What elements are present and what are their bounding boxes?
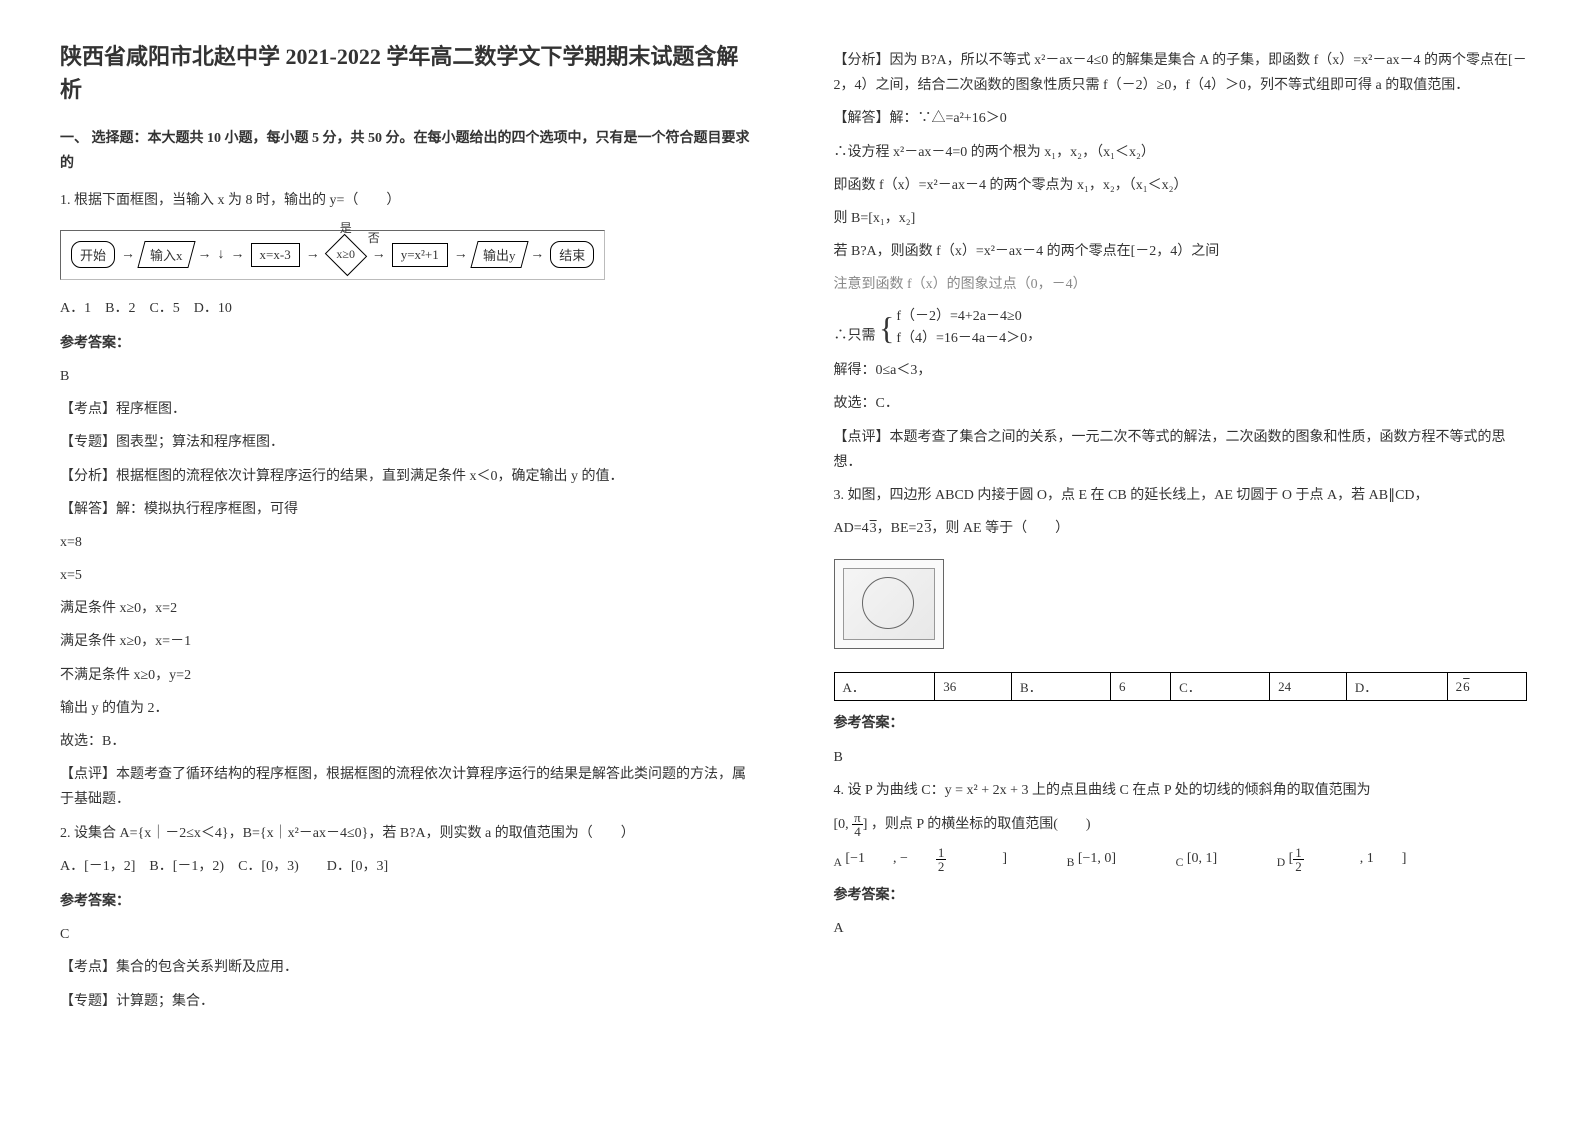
q4-stem-b: [0, π4] ，则点 P 的横坐标的取值范围( ): [834, 811, 1528, 838]
opt-cell: 6: [1111, 673, 1171, 701]
q1-an-6: 满足条件 x≥0，x=2: [60, 596, 754, 621]
no-wrap: 否 →: [372, 247, 386, 263]
arrow-icon: →: [530, 247, 544, 263]
q1-an-11: 【点评】本题考查了循环结构的程序框图，根据框图的流程依次计算程序运行的结果是解答…: [60, 762, 754, 812]
q1-an-5: x=5: [60, 563, 754, 588]
frac-pi-4: π4: [852, 811, 863, 838]
q2-anr-5: 若 B?A，则函数 f（x）=x²－ax－4 的两个零点在[－2，4）之间: [834, 239, 1528, 264]
arrow-down-icon: ↓: [218, 247, 225, 263]
right-column: 【分析】因为 B?A，所以不等式 x²－ax－4≤0 的解集是集合 A 的子集，…: [834, 40, 1528, 1022]
q2-after-2: 【点评】本题考查了集合之间的关系，一元二次不等式的解法，二次函数的图象和性质，函…: [834, 425, 1528, 475]
q2-anl-0: 【考点】集合的包含关系判断及应用．: [60, 955, 754, 980]
page-title: 陕西省咸阳市北赵中学 2021-2022 学年高二数学文下学期期末试题含解析: [60, 40, 754, 106]
q4-options: A [−1, −12] B [−1, 0] C [0, 1] D [12, 1]: [834, 846, 1528, 873]
q4-stem-after: ，则点 P 的横坐标的取值范围( ): [871, 817, 1091, 832]
page: 陕西省咸阳市北赵中学 2021-2022 学年高二数学文下学期期末试题含解析 一…: [60, 40, 1527, 1022]
q2-anr-1: 【解答】解：∵△=a²+16＞0: [834, 106, 1528, 131]
brace-icon: {: [879, 312, 894, 344]
opt-cell: 36: [935, 673, 1012, 701]
left-column: 陕西省咸阳市北赵中学 2021-2022 学年高二数学文下学期期末试题含解析 一…: [60, 40, 754, 1022]
q1-an-10: 故选：B．: [60, 729, 754, 754]
flow-assign: x=x-3: [251, 243, 300, 267]
opt-cell: 26: [1447, 673, 1526, 701]
q2-anr-6: 注意到函数 f（x）的图象过点（0，－4）: [834, 272, 1528, 297]
table-row: A． 36 B． 6 C． 24 D． 26: [834, 673, 1527, 701]
flow-input: 输入x: [137, 241, 195, 268]
q1-an-0: 【考点】程序框图．: [60, 397, 754, 422]
brace-content: f（－2）=4+2a－4≥0 f（4）=16－4a－4＞0: [896, 306, 1027, 351]
opt-a: A [−1, −12]: [834, 851, 1039, 866]
q2-anl-1: 【专题】计算题；集合．: [60, 989, 754, 1014]
interval-low: 0: [838, 812, 845, 837]
q3-answer: B: [834, 745, 1528, 770]
q1-an-9: 输出 y 的值为 2．: [60, 696, 754, 721]
q1-an-7: 满足条件 x≥0，x=－1: [60, 629, 754, 654]
q1-options: A．1 B．2 C．5 D．10: [60, 296, 754, 321]
brace-block: { f（－2）=4+2a－4≥0 f（4）=16－4a－4＞0: [879, 306, 1027, 351]
circle-diagram-icon: [843, 568, 935, 640]
q1-an-4: x=8: [60, 530, 754, 555]
answer-label: 参考答案：: [834, 883, 1528, 908]
q2-anr-3: 即函数 f（x）=x²－ax－4 的两个零点为 x₁，x₂，（x₁＜x₂）: [834, 173, 1528, 198]
opt-b: B [−1, 0]: [1067, 851, 1145, 866]
q1-an-2: 【分析】根据框图的流程依次计算程序运行的结果，直到满足条件 x＜0，确定输出 y…: [60, 464, 754, 489]
opt-cell: D．: [1346, 673, 1447, 701]
flow-end: 结束: [550, 241, 594, 268]
flow-output: 输出y: [470, 241, 528, 268]
q1-an-8: 不满足条件 x≥0，y=2: [60, 663, 754, 688]
answer-label: 参考答案：: [834, 711, 1528, 736]
q1-an-1: 【专题】图表型；算法和程序框图．: [60, 430, 754, 455]
arrow-icon: →: [306, 247, 320, 263]
interval: [0, π4]: [834, 811, 868, 838]
opt-cell: A．: [834, 673, 935, 701]
q3-diagram: [834, 559, 944, 649]
q1-answer: B: [60, 364, 754, 389]
frac-num: π: [852, 811, 863, 825]
flow-calc: y=x²+1: [392, 243, 448, 267]
q2-anr-4: 则 B=[x₁，x₂]: [834, 206, 1528, 231]
flow-cond: x≥0: [326, 237, 366, 273]
q1-an-3: 【解答】解：模拟执行程序框图，可得: [60, 497, 754, 522]
no-label: 否: [368, 229, 380, 246]
arrow-icon: →: [454, 247, 468, 263]
answer-label: 参考答案：: [60, 331, 754, 356]
q3-option-table: A． 36 B． 6 C． 24 D． 26: [834, 672, 1528, 701]
opt-cell: C．: [1171, 673, 1270, 701]
q2-after-0: 解得：0≤a＜3，: [834, 358, 1528, 383]
q2-after-1: 故选：C．: [834, 391, 1528, 416]
arrow-icon: →: [231, 247, 245, 263]
arrow-icon: →: [198, 247, 212, 263]
opt-d: D [12, 1]: [1277, 851, 1435, 866]
q4-stem-a: 4. 设 P 为曲线 C：y = x² + 2x + 3 上的点且曲线 C 在点…: [834, 778, 1528, 803]
brace-prefix: ∴只需: [834, 328, 876, 343]
section-heading: 一、 选择题：本大题共 10 小题，每小题 5 分，共 50 分。在每小题给出的…: [60, 126, 754, 176]
q2-anr-0: 【分析】因为 B?A，所以不等式 x²－ax－4≤0 的解集是集合 A 的子集，…: [834, 48, 1528, 98]
arrow-icon: →: [121, 247, 135, 263]
q3-stem-a: 3. 如图，四边形 ABCD 内接于圆 O，点 E 在 CB 的延长线上，AE …: [834, 483, 1528, 508]
q1-stem: 1. 根据下面框图，当输入 x 为 8 时，输出的 y=（ ）: [60, 188, 754, 213]
yes-label: 是: [340, 219, 352, 236]
opt-cell: 24: [1270, 673, 1347, 701]
opt-c: C [0, 1]: [1176, 851, 1246, 866]
q4-answer: A: [834, 916, 1528, 941]
q2-anr-2: ∴设方程 x²－ax－4=0 的两个根为 x₁，x₂，（x₁＜x₂）: [834, 140, 1528, 165]
flow-cond-wrap: 是 x≥0: [326, 237, 366, 273]
brace-line-1: f（4）=16－4a－4＞0: [896, 328, 1027, 350]
q2-brace: ∴只需 { f（－2）=4+2a－4≥0 f（4）=16－4a－4＞0 ，: [834, 306, 1528, 351]
q1-flowchart: 开始 → 输入x → ↓ → x=x-3 → 是 x≥0 否 → y=x²+1 …: [60, 230, 605, 280]
opt-cell: B．: [1012, 673, 1111, 701]
answer-label: 参考答案：: [60, 889, 754, 914]
arrow-icon: →: [372, 247, 386, 262]
flow-start: 开始: [71, 241, 115, 268]
q2-stem: 2. 设集合 A={x｜－2≤x＜4}，B={x｜x²－ax－4≤0}，若 B?…: [60, 821, 754, 846]
q3-stem-b: AD=43，BE=23，则 AE 等于（ ）: [834, 516, 1528, 541]
frac-den: 4: [854, 825, 861, 838]
q2-answer: C: [60, 922, 754, 947]
q2-options: A．[－1，2] B．[－1，2) C．[0，3) D．[0，3]: [60, 854, 754, 879]
brace-line-0: f（－2）=4+2a－4≥0: [896, 306, 1027, 328]
